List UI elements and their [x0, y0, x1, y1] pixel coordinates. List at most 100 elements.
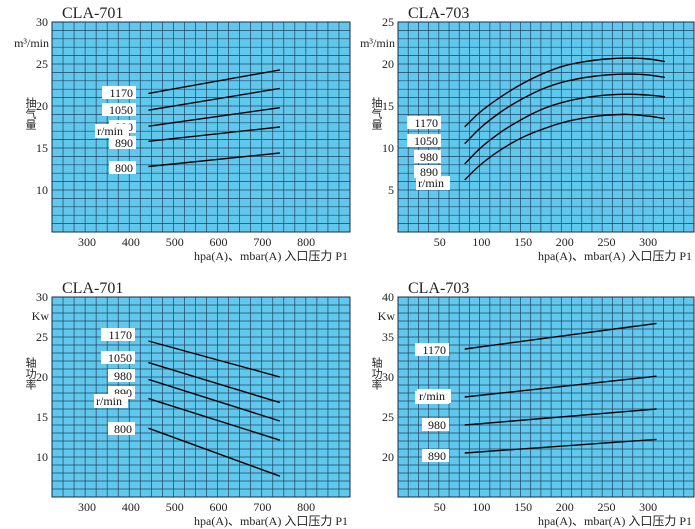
y-tick-label: 20 [36, 370, 48, 384]
series-line-980 [464, 93, 665, 165]
x-axis-label: hpa(A)、mbar(A) 入口压力 P1 [538, 514, 692, 528]
series-label-box [407, 116, 441, 129]
speed-unit-box [94, 394, 128, 408]
x-tick-label: 300 [639, 235, 657, 249]
speed-unit-box [416, 176, 450, 190]
y-axis-unit-label: m³/min [360, 36, 395, 50]
x-axis-label: hpa(A)、mbar(A) 入口压力 P1 [194, 514, 348, 528]
y-tick-label: 15 [382, 99, 394, 113]
y-tick-label: 20 [382, 57, 394, 71]
speed-unit-label: r/min [97, 124, 123, 138]
series-line-1170 [148, 340, 281, 378]
y-tick-label: 25 [382, 15, 394, 29]
y-tick-label: 10 [382, 141, 394, 155]
series-line-1170 [464, 322, 657, 350]
y-axis-label: 抽气量 [24, 96, 37, 130]
series-label-1170: 1170 [414, 116, 438, 130]
series-line-980 [148, 378, 281, 422]
y-tick-label: 20 [36, 99, 48, 113]
series-line-1050 [148, 361, 281, 404]
series-label-980: 980 [428, 418, 446, 432]
series-line-1050 [464, 375, 657, 398]
y-axis-label: 轴功率 [24, 356, 37, 391]
speed-unit-label: r/min [418, 176, 444, 190]
x-tick-label: 150 [514, 500, 532, 514]
chart-title: CLA-701 [62, 280, 123, 297]
series-line-800 [148, 427, 281, 477]
x-tick-label: 300 [639, 500, 657, 514]
y-tick-label: 10 [36, 183, 48, 197]
series-label-box [415, 343, 449, 356]
x-tick-label: 250 [597, 500, 615, 514]
series-label-800: 800 [115, 161, 133, 175]
series-line-1050 [464, 73, 665, 145]
series-label-1050: 1050 [109, 103, 133, 117]
series-label-box [414, 165, 441, 178]
chart-title: CLA-703 [408, 5, 469, 22]
y-tick-label: 10 [36, 450, 48, 464]
y-tick-label: 15 [36, 141, 48, 155]
plot-frame [51, 296, 351, 498]
y-axis-label: 轴功率 [370, 356, 383, 391]
series-line-1050 [148, 87, 281, 111]
speed-unit-label: r/min [96, 394, 122, 408]
chart-panel-1: CLA-701 m³/min 抽气量 10 15 20 25 30 300 400 500 600 70… [14, 5, 351, 263]
chart-title: CLA-703 [408, 280, 469, 297]
series-label-890: 890 [428, 449, 446, 463]
x-tick-label: 500 [166, 500, 184, 514]
y-tick-label: 25 [36, 330, 48, 344]
series-label-box [414, 150, 441, 163]
series-label-1050: 1050 [108, 351, 132, 365]
series-label-1170: 1170 [422, 343, 446, 357]
series-label-1050: 1050 [414, 134, 438, 148]
y-tick-label: 30 [382, 370, 394, 384]
x-tick-label: 600 [210, 235, 228, 249]
series-line-890 [148, 126, 280, 142]
chart-panel-4: CLA-703 Kw 轴功率 20 25 30 35 40 50 100 150 200 250 300h… [370, 280, 695, 528]
series-line-890 [464, 113, 665, 181]
plot-frame [397, 296, 695, 498]
y-tick-label: 25 [382, 410, 394, 424]
series-label-980: 980 [114, 369, 132, 383]
x-tick-label: 150 [514, 235, 532, 249]
x-tick-label: 400 [122, 235, 140, 249]
series-line-800 [148, 152, 280, 168]
plot-area [398, 22, 694, 232]
y-axis-unit-label: Kw [378, 309, 396, 323]
x-tick-label: 400 [122, 500, 140, 514]
y-tick-label: 30 [36, 290, 48, 304]
y-tick-label: 25 [36, 57, 48, 71]
series-label-980: 980 [420, 150, 438, 164]
x-tick-label: 700 [253, 235, 271, 249]
series-label-box [102, 86, 136, 99]
speed-unit-box [95, 124, 129, 138]
plot-frame [397, 21, 695, 233]
speed-unit-box [417, 389, 451, 403]
y-axis-unit-label: Kw [32, 309, 50, 323]
chart-panel-2: CLA-703 m³/min 抽气量 5 10 15 20 25 50 100 150 200 250 3… [360, 5, 695, 263]
series-label-box [422, 449, 449, 462]
x-axis-label: hpa(A)、mbar(A) 入口压力 P1 [194, 249, 348, 263]
series-line-890 [464, 438, 657, 454]
series-label-box [108, 369, 135, 382]
series-label-1170: 1170 [108, 328, 132, 342]
series-label-box [422, 418, 449, 431]
series-label-box [101, 351, 135, 364]
series-label-1170: 1170 [109, 86, 133, 100]
x-tick-label: 100 [472, 235, 490, 249]
chart-panel-3: CLA-701 Kw 轴功率 10 15 20 25 30 300 400 500 600 700 800… [24, 280, 351, 528]
series-label-890: 890 [115, 136, 133, 150]
chart-title: CLA-701 [62, 5, 123, 22]
x-tick-label: 250 [597, 235, 615, 249]
plot-frame [51, 21, 351, 233]
series-label-box [407, 134, 441, 147]
speed-unit-label: r/min [419, 389, 445, 403]
x-tick-label: 200 [556, 500, 574, 514]
series-label-box [108, 422, 135, 435]
y-tick-label: 35 [382, 330, 394, 344]
y-tick-label: 30 [36, 15, 48, 29]
series-label-box [101, 328, 135, 341]
grid-lines [52, 22, 350, 232]
series-line-1170 [464, 57, 665, 128]
